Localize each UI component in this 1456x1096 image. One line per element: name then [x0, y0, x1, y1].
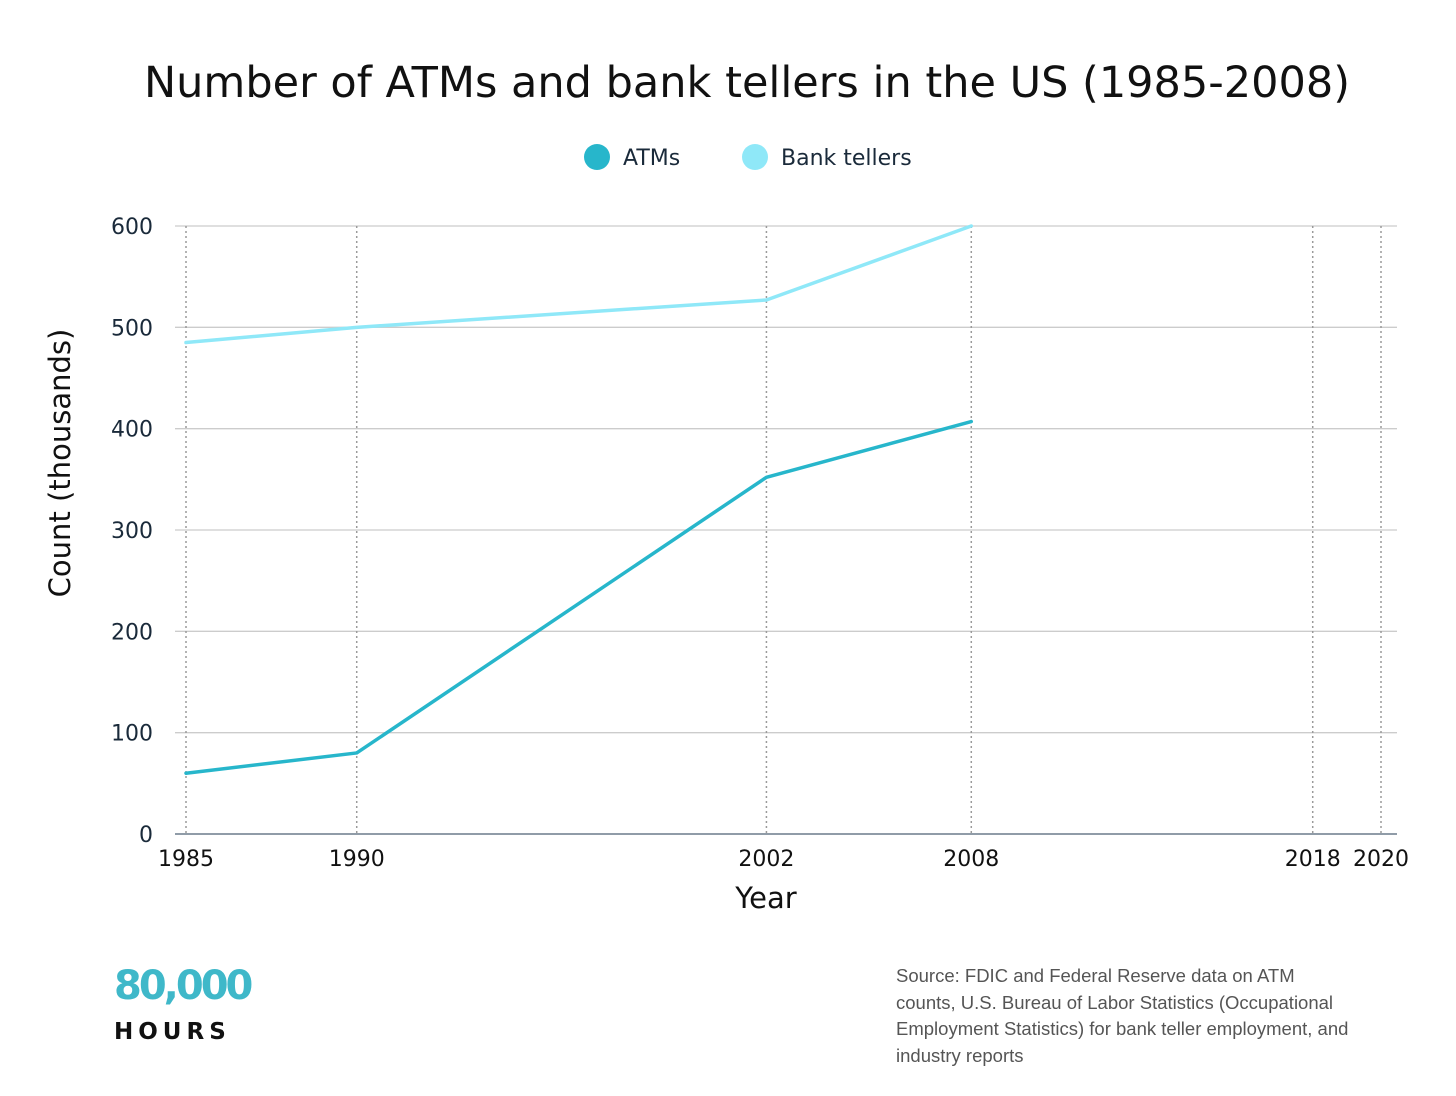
logo-number: 80,000 [114, 963, 253, 1009]
grid [175, 225, 1397, 835]
chart: Number of ATMs and bank tellers in the U… [0, 0, 1456, 940]
y-tick-label: 600 [111, 215, 153, 240]
y-axis-ticks: 0 100 200 300 400 500 600 [111, 215, 153, 848]
x-tick-label: 2008 [943, 847, 999, 872]
x-axis-ticks: 1985 1990 2002 2008 2018 2020 [158, 847, 1409, 872]
legend-label-atms: ATMs [623, 146, 680, 171]
series-line-atms [184, 419, 974, 775]
series-lines [184, 224, 974, 775]
y-tick-label: 500 [111, 316, 153, 341]
series-line-bank-tellers [184, 224, 974, 345]
y-tick-label: 300 [111, 519, 153, 544]
chart-title: Number of ATMs and bank tellers in the U… [144, 58, 1350, 108]
y-tick-label: 100 [111, 722, 153, 747]
x-tick-label: 2018 [1285, 847, 1341, 872]
chart-background [0, 0, 1456, 940]
source-note: Source: FDIC and Federal Reserve data on… [896, 965, 1349, 1066]
y-tick-label: 400 [111, 418, 153, 443]
x-tick-label: 1990 [329, 847, 385, 872]
y-axis-label: Count (thousands) [43, 329, 77, 598]
legend-label-bank-tellers: Bank tellers [781, 146, 912, 171]
y-tick-label: 200 [111, 620, 153, 645]
x-axis-label: Year [734, 881, 796, 915]
legend-marker-atms [584, 144, 610, 170]
x-tick-label: 2020 [1353, 847, 1409, 872]
logo-word: HOURS [114, 1019, 231, 1045]
legend-marker-bank-tellers [742, 144, 768, 170]
x-tick-label: 1985 [158, 847, 214, 872]
legend: ATMs Bank tellers [584, 144, 912, 171]
y-tick-label: 0 [139, 823, 153, 848]
x-tick-label: 2002 [738, 847, 794, 872]
